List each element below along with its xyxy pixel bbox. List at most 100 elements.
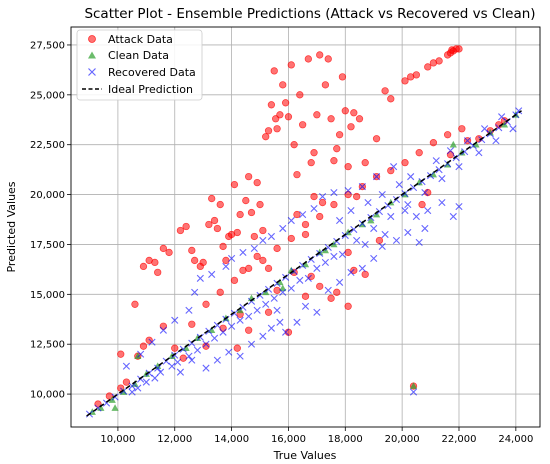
recovered-point xyxy=(282,273,290,281)
attack-point xyxy=(213,224,222,233)
clean-point xyxy=(208,326,216,334)
attack-point xyxy=(154,268,162,277)
y-tick-label: 25,000 xyxy=(30,90,65,101)
recovered-point xyxy=(262,300,270,308)
recovered-point xyxy=(404,228,412,237)
recovered-point xyxy=(313,308,321,316)
attack-point xyxy=(281,99,290,107)
recovered-point xyxy=(259,332,267,340)
attack-point xyxy=(273,244,281,253)
attack-point xyxy=(290,141,298,149)
attack-point xyxy=(443,131,452,139)
recovered-point xyxy=(421,188,429,197)
attack-point xyxy=(418,200,426,209)
recovered-point xyxy=(256,291,264,299)
recovered-point xyxy=(412,212,420,221)
attack-point xyxy=(159,244,168,253)
attack-point xyxy=(151,258,159,267)
attack-point xyxy=(330,200,338,209)
attack-point xyxy=(264,127,273,135)
x-tick-label: 10,000 xyxy=(100,434,135,445)
recovered-point xyxy=(279,224,287,233)
recovered-point xyxy=(176,368,185,376)
attack-point xyxy=(139,262,148,271)
recovered-point xyxy=(361,240,369,249)
clean-point xyxy=(111,404,119,411)
attack-point xyxy=(230,180,239,189)
x-tick-label: 16,000 xyxy=(271,434,306,445)
attack-point xyxy=(361,159,369,167)
attack-point xyxy=(375,236,384,245)
recovered-point xyxy=(279,288,287,296)
legend-label-attack: Attack Data xyxy=(108,33,173,46)
recovered-point xyxy=(301,302,310,310)
attack-point xyxy=(267,101,276,109)
recovered-point xyxy=(137,350,145,358)
attack-point xyxy=(219,242,227,251)
clean-point xyxy=(182,344,190,351)
attack-point xyxy=(335,131,344,139)
recovered-point xyxy=(452,154,460,162)
recovered-point xyxy=(318,192,327,201)
attack-point xyxy=(230,276,239,285)
clean-point xyxy=(367,216,375,224)
attack-point xyxy=(299,121,307,129)
recovered-point xyxy=(196,333,204,341)
attack-point xyxy=(429,139,438,147)
recovered-point xyxy=(455,163,463,171)
clean-point xyxy=(472,140,480,148)
x-axis-label: True Values xyxy=(273,449,337,462)
recovered-point xyxy=(387,212,395,221)
attack-point xyxy=(122,378,131,386)
legend-label-clean: Clean Data xyxy=(108,49,169,62)
attack-point xyxy=(307,159,315,167)
attack-point xyxy=(361,270,369,279)
attack-point xyxy=(313,111,321,119)
attack-point xyxy=(293,210,301,219)
attack-point xyxy=(301,230,310,239)
recovered-point xyxy=(253,306,261,314)
x-tick-label: 22,000 xyxy=(441,434,476,445)
attack-point xyxy=(401,77,409,85)
attack-point xyxy=(202,342,210,350)
attack-point xyxy=(387,166,395,175)
recovered-point xyxy=(455,202,463,211)
attack-point xyxy=(245,172,253,181)
attack-point xyxy=(350,109,358,117)
recovered-point xyxy=(475,149,483,157)
attack-point xyxy=(310,149,318,157)
y-axis-ticks: 10,000 12,500 15,000 17,500 20,000 22,500 25,0… xyxy=(30,40,71,401)
y-tick-label: 20,000 xyxy=(30,190,65,201)
recovered-point xyxy=(236,352,244,360)
legend-marker-clean xyxy=(88,51,96,59)
recovered-point xyxy=(293,318,301,326)
y-tick-label: 10,000 xyxy=(30,390,65,401)
attack-point xyxy=(208,194,216,203)
recovered-point xyxy=(259,236,267,245)
attack-point xyxy=(259,256,267,265)
attack-point xyxy=(256,200,264,209)
attack-point xyxy=(458,125,466,133)
recovered-point xyxy=(247,340,256,348)
clean-point xyxy=(301,260,310,268)
recovered-point xyxy=(330,252,338,261)
recovered-point xyxy=(188,356,196,364)
attack-point xyxy=(316,212,324,221)
attack-point xyxy=(165,248,173,257)
attack-point xyxy=(296,91,304,99)
recovered-point xyxy=(336,216,344,225)
recovered-point xyxy=(299,210,307,219)
recovered-point xyxy=(310,204,318,213)
recovered-point xyxy=(287,284,295,292)
y-tick-label: 17,500 xyxy=(30,240,65,251)
recovered-point xyxy=(174,358,182,366)
recovered-point xyxy=(191,288,199,296)
recovered-point xyxy=(316,249,324,258)
recovered-point xyxy=(171,351,179,359)
recovered-point xyxy=(282,328,290,336)
attack-point xyxy=(301,220,310,229)
recovered-point xyxy=(370,224,378,233)
recovered-point xyxy=(185,306,193,314)
recovered-point xyxy=(449,212,457,221)
attack-point xyxy=(333,145,341,153)
